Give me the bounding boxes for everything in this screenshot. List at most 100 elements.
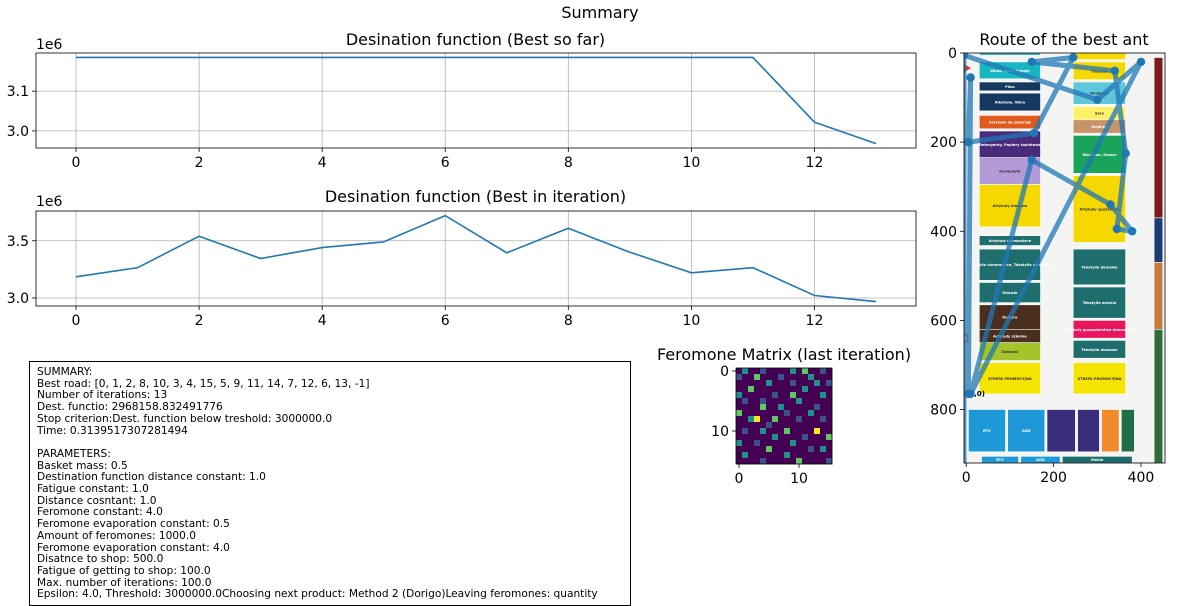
heatmap-cell xyxy=(736,440,743,447)
heatmap-cell xyxy=(814,416,821,423)
heatmap-cell xyxy=(772,368,779,375)
floorplan-label: Sery xyxy=(1095,112,1105,116)
heatmap-cell xyxy=(820,440,827,447)
heatmap-cell xyxy=(796,392,803,399)
route-y-tick-label: 200 xyxy=(930,135,957,151)
heatmap-cell xyxy=(742,446,749,453)
route-node xyxy=(1128,227,1137,236)
heatmap-cell xyxy=(796,422,803,429)
floorplan-origin-label: (0,0) xyxy=(966,390,985,398)
heatmap-cell xyxy=(790,386,797,393)
heatmap-cell xyxy=(742,422,749,429)
heatmap-cell xyxy=(802,410,809,417)
floorplan-block xyxy=(978,184,1041,228)
heatmap-cell xyxy=(778,452,785,459)
x-tick-label: 6 xyxy=(441,155,450,171)
heatmap-cell xyxy=(826,386,833,393)
heatmap-cell xyxy=(772,446,779,453)
route-chart: Route of the best ant Woda, Soki, Napoje… xyxy=(930,30,1166,486)
heatmap-cell xyxy=(736,446,743,453)
heatmap-cell xyxy=(778,386,785,393)
heatmap-cell xyxy=(826,410,833,417)
best-in-iteration-chart: Desination function (Best in iteration) … xyxy=(7,187,917,329)
heatmap-cell xyxy=(802,368,809,375)
heatmap-cell xyxy=(772,452,779,459)
heatmap-cell xyxy=(778,380,785,387)
heatmap-cell xyxy=(736,374,743,381)
heatmap-cell xyxy=(814,422,821,429)
heatmap-cell xyxy=(826,416,833,423)
heatmap-cell xyxy=(748,440,755,447)
heatmap-cell xyxy=(748,458,755,465)
heatmap-cell xyxy=(802,374,809,381)
heatmap-cell xyxy=(826,458,833,465)
floorplan-label: RTV xyxy=(996,458,1004,462)
heatmap-cell xyxy=(802,392,809,399)
heatmap-cell xyxy=(802,386,809,393)
heatmap-cell xyxy=(754,404,761,411)
heatmap-cell xyxy=(736,458,743,465)
route-node xyxy=(1121,149,1130,158)
heatmap-cell xyxy=(748,434,755,441)
heatmap-cell xyxy=(826,440,833,447)
heatmap-cell xyxy=(814,374,821,381)
heatmap-cell xyxy=(796,416,803,423)
floorplan-block xyxy=(1046,409,1076,453)
heatmap-cell xyxy=(784,458,791,465)
heatmap-cell xyxy=(754,428,761,435)
heatmap-cell xyxy=(790,428,797,435)
heatmap-cell xyxy=(796,428,803,435)
heatmap-cell xyxy=(760,416,767,423)
axes-frame xyxy=(35,52,917,149)
heatmap-cell xyxy=(778,404,785,411)
heatmap-cell xyxy=(796,404,803,411)
heatmap-cell xyxy=(778,446,785,453)
heatmap-cell xyxy=(742,434,749,441)
heatmap-cell xyxy=(736,380,743,387)
heatmap-cell xyxy=(742,410,749,417)
floorplan-label: Tekstylia domowe xyxy=(1081,348,1118,352)
heatmap-cell xyxy=(790,404,797,411)
floorplan-label: RTV xyxy=(983,429,991,433)
heatmap-cell xyxy=(778,434,785,441)
floorplan-label: AGD xyxy=(1036,458,1045,462)
heatmap-cell xyxy=(778,368,785,375)
heatmap-cell xyxy=(766,422,773,429)
heatmap-cell xyxy=(772,440,779,447)
heatmap-cell xyxy=(808,392,815,399)
heatmap-cell xyxy=(772,398,779,405)
heatmap-frame xyxy=(735,367,833,465)
heatmap-cell xyxy=(766,392,773,399)
heatmap-cell xyxy=(808,452,815,459)
heatmap-cell xyxy=(814,392,821,399)
route-node xyxy=(1029,129,1039,138)
heatmap-cell xyxy=(814,398,821,405)
heatmap-cell xyxy=(748,416,755,423)
heatmap-cell xyxy=(742,404,749,411)
floorplan-block xyxy=(1072,286,1126,319)
route-node xyxy=(1027,57,1036,67)
heatmap-cell xyxy=(802,434,809,441)
route-x-tick-label: 400 xyxy=(1128,470,1155,486)
heatmap-cell xyxy=(754,446,761,453)
heatmap-cell xyxy=(748,374,755,381)
heatmap-cell xyxy=(772,422,779,429)
floorplan-block xyxy=(978,362,1041,395)
heatmap-cell xyxy=(820,368,827,375)
x-tick-label: 10 xyxy=(682,155,700,171)
floorplan-block xyxy=(1007,409,1046,453)
heatmap-cell xyxy=(754,458,761,465)
route-node xyxy=(1093,95,1102,105)
x-tick-label: 4 xyxy=(318,155,327,171)
heatmap-cell xyxy=(778,458,785,465)
heatmap-cell xyxy=(778,428,785,435)
route-node xyxy=(1110,66,1120,76)
heatmap-cell xyxy=(754,422,761,429)
heatmap-cell xyxy=(784,380,791,387)
heatmap-cell xyxy=(760,374,767,381)
floorplan-label: STREFA PROMOCYJNA xyxy=(1078,377,1122,381)
floorplan-label: Piwo xyxy=(1005,85,1015,89)
series-line xyxy=(76,56,877,145)
heatmap-cell xyxy=(760,428,767,435)
floorplan-label: Artykuły do zwierząt xyxy=(989,121,1031,125)
